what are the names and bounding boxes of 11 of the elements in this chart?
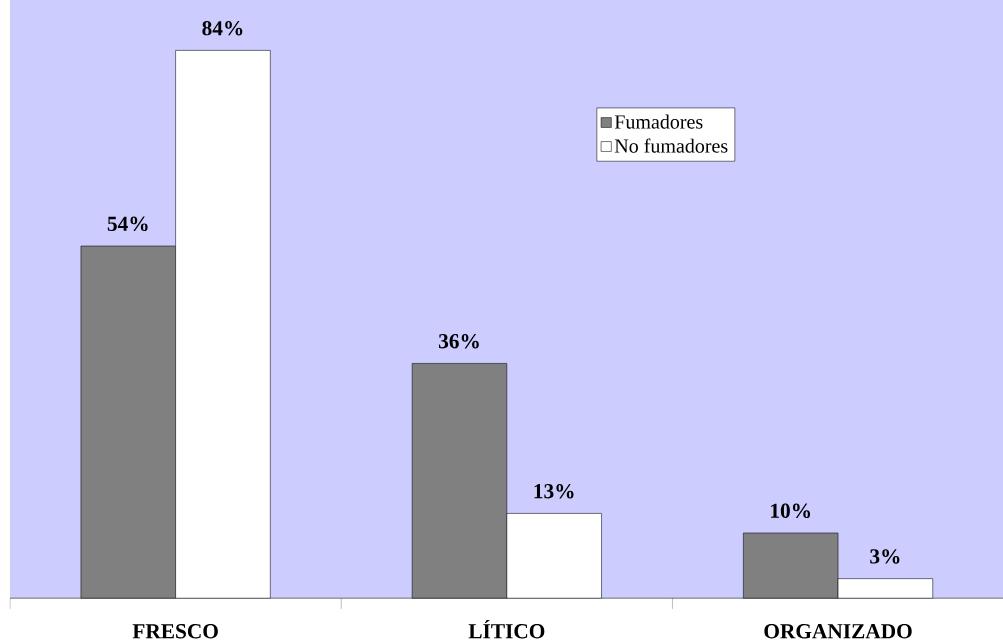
x-tick-label: ORGANIZADO [764, 623, 912, 639]
legend-label: No fumadores [614, 138, 728, 153]
x-tick-label: LÍTICO [468, 619, 545, 639]
data-label: 13% [534, 483, 574, 499]
data-label: 54% [107, 216, 148, 231]
x-tick-label: FRESCO [132, 623, 218, 639]
data-label: 3% [870, 549, 900, 564]
data-label: 36% [438, 333, 479, 349]
legend-label: Fumadores [614, 114, 703, 129]
data-label: 10% [771, 503, 811, 518]
data-label: 84% [202, 20, 243, 36]
